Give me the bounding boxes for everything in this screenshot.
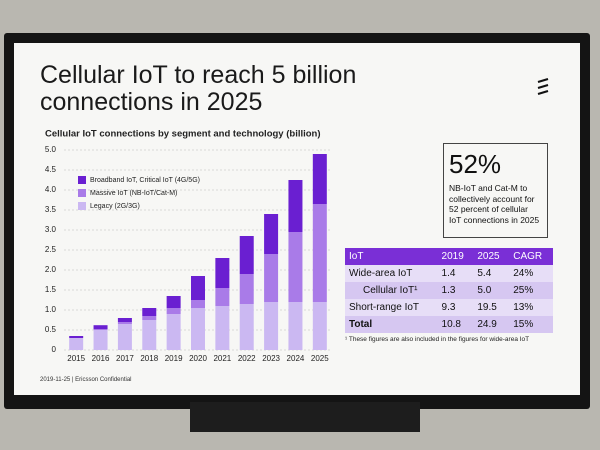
bar-segment — [93, 325, 108, 330]
y-tick-label: 2.0 — [45, 265, 57, 274]
x-tick-label: 2023 — [262, 354, 280, 363]
callout: 52% NB-IoT and Cat-M to collectively acc… — [443, 143, 548, 238]
bar-segment — [117, 318, 132, 322]
header-cell: CAGR — [509, 248, 553, 265]
bar-segment — [312, 204, 327, 302]
bar-segment — [264, 214, 279, 254]
y-tick-label: 0 — [52, 345, 57, 354]
bar-segment — [288, 302, 303, 350]
table-cell: 5.4 — [473, 265, 510, 282]
x-tick-label: 2020 — [189, 354, 207, 363]
table-row: Short-range IoT 9.3 19.5 13% — [345, 299, 553, 316]
y-tick-label: 0.5 — [45, 325, 57, 334]
legend-swatch — [78, 189, 86, 197]
table-row: Total 10.8 24.9 15% — [345, 316, 553, 333]
legend-label: Legacy (2G/3G) — [90, 203, 140, 210]
x-tick-label: 2016 — [92, 354, 110, 363]
bar-segment — [191, 300, 205, 308]
bar-segment — [69, 336, 84, 338]
legend-swatch — [78, 176, 86, 184]
bar-segment — [215, 306, 230, 350]
header-cell: 2019 — [437, 248, 474, 265]
y-tick-label: 4.0 — [45, 185, 57, 194]
table-row: Wide-area IoT 1.4 5.4 24% — [345, 265, 553, 282]
soundbar — [190, 402, 420, 432]
bar-segment — [312, 302, 327, 350]
x-tick-label: 2025 — [311, 354, 329, 363]
table-row: Cellular IoT¹ 1.3 5.0 25% — [345, 282, 553, 299]
bar-segment — [288, 180, 303, 232]
y-tick-label: 4.5 — [45, 165, 57, 174]
bar-segment — [215, 258, 230, 288]
table-cell: 24% — [509, 265, 553, 282]
bar-segment — [239, 236, 254, 274]
x-tick-label: 2022 — [238, 354, 256, 363]
bar-segment — [239, 274, 254, 304]
callout-figure: 52% — [449, 149, 502, 179]
bar-segment — [191, 308, 205, 350]
bar-segment — [142, 308, 157, 316]
y-tick-label: 2.5 — [45, 245, 57, 254]
chart-title: Cellular IoT connections by segment and … — [45, 129, 321, 140]
header-cell: IoT — [345, 248, 438, 265]
y-tick-label: 1.5 — [45, 285, 57, 294]
y-tick-label: 3.5 — [45, 205, 57, 214]
callout-text: NB-IoT and Cat-M to collectively account… — [449, 183, 540, 225]
bar-segment — [264, 254, 279, 302]
bar-segment — [239, 304, 254, 350]
bar-segment — [117, 322, 132, 324]
x-tick-label: 2018 — [140, 354, 158, 363]
x-tick-label: 2017 — [116, 354, 134, 363]
x-tick-label: 2019 — [165, 354, 183, 363]
table-cell: Short-range IoT — [345, 299, 438, 316]
y-tick-label: 1.0 — [45, 305, 57, 314]
legend-label: Broadband IoT, Critical IoT (4G/5G) — [90, 177, 200, 184]
table-cell: 19.5 — [473, 299, 510, 316]
x-tick-label: 2024 — [287, 354, 305, 363]
footnote: ¹ These figures are also included in the… — [345, 336, 530, 343]
legend-label: Massive IoT (NB-IoT/Cat-M) — [90, 190, 177, 197]
table-cell: 24.9 — [473, 316, 510, 333]
header-row: IoT 2019 2025 CAGR — [345, 248, 553, 265]
header-cell: 2025 — [473, 248, 510, 265]
bar-segment — [166, 296, 181, 308]
bar-segment — [117, 324, 132, 350]
legend-swatch — [78, 202, 86, 210]
bar-segment — [288, 232, 303, 302]
table-cell: Total — [345, 316, 438, 333]
bar-segment — [69, 338, 84, 350]
table-cell: 13% — [509, 299, 553, 316]
bar-segment — [93, 330, 108, 350]
bar-segment — [264, 302, 279, 350]
bar-segment — [312, 154, 327, 204]
bar-segment — [166, 314, 181, 350]
bar-segment — [93, 329, 108, 330]
table-cell: Wide-area IoT — [345, 265, 438, 282]
bar-segment — [142, 316, 157, 320]
y-tick-label: 5.0 — [45, 145, 57, 154]
table-cell: Cellular IoT¹ — [345, 282, 438, 299]
iot-table: IoT 2019 2025 CAGR Wide-area IoT 1.4 5.4 24… — [345, 248, 553, 333]
x-tick-label: 2015 — [67, 354, 85, 363]
bar-segment — [215, 288, 230, 306]
footer: 2019-11-25 | Ericsson Confidential — [40, 377, 132, 383]
table-cell: 5.0 — [473, 282, 510, 299]
bar-segment — [191, 276, 205, 300]
bar-segment — [166, 308, 181, 314]
table-cell: 25% — [509, 282, 553, 299]
table-cell: 9.3 — [437, 299, 474, 316]
bar-segment — [142, 320, 157, 350]
table-cell: 1.4 — [437, 265, 474, 282]
slide-title: Cellular IoT to reach 5 billion connecti… — [40, 61, 357, 116]
x-tick-label: 2021 — [213, 354, 231, 363]
table-cell: 1.3 — [437, 282, 474, 299]
y-tick-label: 3.0 — [45, 225, 57, 234]
table-cell: 15% — [509, 316, 553, 333]
table-cell: 10.8 — [437, 316, 474, 333]
